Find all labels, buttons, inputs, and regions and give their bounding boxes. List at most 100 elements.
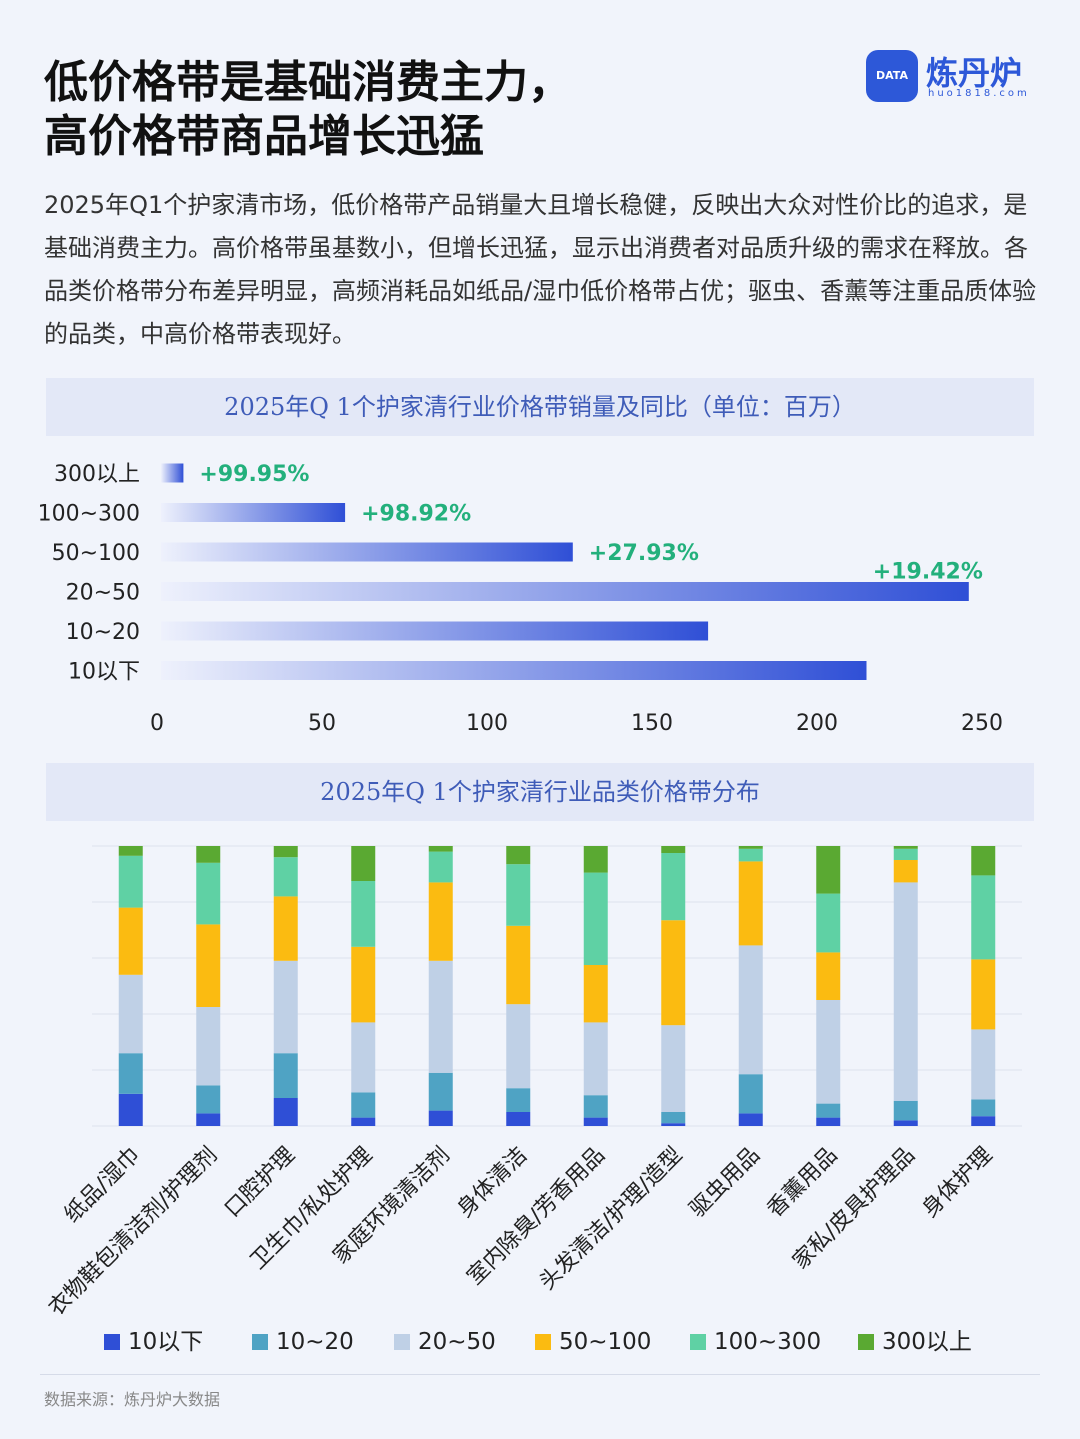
chart2-segment xyxy=(118,1093,143,1126)
legend-item: 20~50 xyxy=(394,1326,496,1358)
chart2-segment xyxy=(506,1112,531,1126)
chart2-segment xyxy=(893,846,918,849)
chart2-segment xyxy=(971,959,996,1030)
title-line-2: 高价格带商品增长迅猛 xyxy=(44,111,484,162)
chart2-segment xyxy=(583,1117,608,1126)
chart2-segment xyxy=(273,857,298,897)
chart2-segment xyxy=(273,846,298,858)
chart2-segment xyxy=(971,875,996,960)
chart2-segment xyxy=(583,872,608,965)
chart2-segment xyxy=(506,925,531,1005)
chart2-segment xyxy=(273,896,298,961)
chart2-segment xyxy=(196,1113,221,1126)
chart2-segment xyxy=(893,882,918,1101)
legend-swatch xyxy=(535,1334,551,1350)
chart2-segment xyxy=(351,881,376,947)
chart2-segment xyxy=(506,846,531,865)
chart1-bar xyxy=(161,661,867,680)
legend-item: 10~20 xyxy=(252,1326,354,1358)
chart2-segment xyxy=(351,1092,376,1118)
legend-swatch xyxy=(252,1334,268,1350)
chart2-segment xyxy=(196,924,221,1007)
legend-swatch xyxy=(690,1334,706,1350)
logo-url: huo1818.com xyxy=(928,88,1030,99)
title-line-1: 低价格带是基础消费主力， xyxy=(44,57,572,108)
chart2-segment xyxy=(506,1004,531,1089)
chart1-bar xyxy=(161,621,709,641)
chart2-category-label: 身体护理 xyxy=(918,1143,998,1223)
chart2-segment xyxy=(816,1000,841,1104)
chart1-bar xyxy=(161,542,573,562)
chart2-segment xyxy=(428,882,453,961)
chart2-legend: 10以下 10~20 20~50 50~100 100~300 300以上 xyxy=(104,1326,1044,1358)
chart2-category-label: 驱虫用品 xyxy=(685,1143,765,1223)
chart1-x-tick-label: 250 xyxy=(961,711,1003,736)
brand-logo: DATA 炼丹炉 huo1818.com xyxy=(866,50,1046,102)
chart2-segment xyxy=(661,846,686,853)
chart2-segment xyxy=(351,946,376,1023)
chart1-category-label: 50~100 xyxy=(52,541,140,566)
legend-swatch xyxy=(104,1334,120,1350)
chart2-segment xyxy=(196,1007,221,1086)
chart2-category-label: 头发清洁/护理/造型 xyxy=(535,1143,688,1296)
chart2-segment xyxy=(351,1022,376,1093)
chart1-bar xyxy=(161,463,184,483)
chart2-segment xyxy=(661,920,686,1026)
chart2-segment xyxy=(428,846,453,852)
chart2-segment xyxy=(971,1029,996,1100)
chart2-segment xyxy=(428,1110,453,1126)
legend-item: 10以下 xyxy=(104,1326,203,1358)
legend-swatch xyxy=(858,1334,874,1350)
chart2-segment xyxy=(816,893,841,953)
chart1-x-tick-label: 50 xyxy=(308,711,336,736)
legend-label: 300以上 xyxy=(882,1329,972,1355)
price-band-sales-chart: 300以上 +99.95% 100~300 +98.92% 50~100 +27.93% 2… xyxy=(38,462,1003,736)
chart2-segment xyxy=(893,848,918,860)
chart1-bar xyxy=(161,503,346,522)
chart1-category-label: 10~20 xyxy=(66,620,140,645)
chart2-segment xyxy=(971,1116,996,1126)
chart2-segment xyxy=(738,1113,763,1126)
chart2-segment xyxy=(661,1112,686,1124)
legend-label: 10~20 xyxy=(276,1329,354,1355)
chart2-segment xyxy=(738,1074,763,1114)
chart2-segment xyxy=(971,846,996,876)
legend-label: 10以下 xyxy=(128,1329,204,1355)
chart2-category-label: 身体清洁 xyxy=(453,1143,533,1223)
chart2-segment xyxy=(816,846,841,894)
chart2-segment xyxy=(738,848,763,862)
chart1-growth-label: +99.95% xyxy=(199,462,309,487)
chart2-segment xyxy=(428,1072,453,1111)
chart1-growth-label: +19.42% xyxy=(873,560,983,585)
chart2-segment xyxy=(428,851,453,883)
chart1-x-tick-label: 100 xyxy=(466,711,508,736)
legend-swatch xyxy=(394,1334,410,1350)
intro-paragraph: 2025年Q1个护家清市场，低价格带产品销量大且增长稳健，反映出大众对性价比的追… xyxy=(44,191,1037,348)
chart2-segment xyxy=(196,862,221,925)
legend-item: 100~300 xyxy=(690,1326,821,1358)
chart2-title: 2025年Q 1个护家清行业品类价格带分布 xyxy=(46,763,1034,821)
source-note: 数据来源：炼丹炉大数据 xyxy=(44,1390,221,1409)
chart1-category-label: 100~300 xyxy=(38,502,140,527)
chart2-segment xyxy=(583,1095,608,1118)
chart2-category-label: 口腔护理 xyxy=(220,1143,300,1223)
chart1-title: 2025年Q 1个护家清行业价格带销量及同比（单位：百万） xyxy=(46,378,1034,436)
legend-item: 300以上 xyxy=(858,1326,972,1358)
chart2-segment xyxy=(196,1085,221,1114)
chart2-segment xyxy=(118,846,143,856)
chart2-segment xyxy=(118,855,143,908)
chart1-x-tick-label: 0 xyxy=(150,711,164,736)
chart2-segment xyxy=(428,960,453,1073)
legend-label: 20~50 xyxy=(418,1329,496,1355)
chart2-segment xyxy=(971,1099,996,1117)
chart2-segment xyxy=(661,1025,686,1112)
legend-item: 50~100 xyxy=(535,1326,651,1358)
chart2-segment xyxy=(273,960,298,1054)
chart1-x-tick-label: 150 xyxy=(631,711,673,736)
chart2-segment xyxy=(506,1088,531,1112)
chart1-category-label: 10以下 xyxy=(68,660,140,685)
chart2-segment xyxy=(583,846,608,873)
chart2-segment xyxy=(816,1103,841,1118)
chart2-segment xyxy=(118,974,143,1054)
chart2-segment xyxy=(738,846,763,849)
